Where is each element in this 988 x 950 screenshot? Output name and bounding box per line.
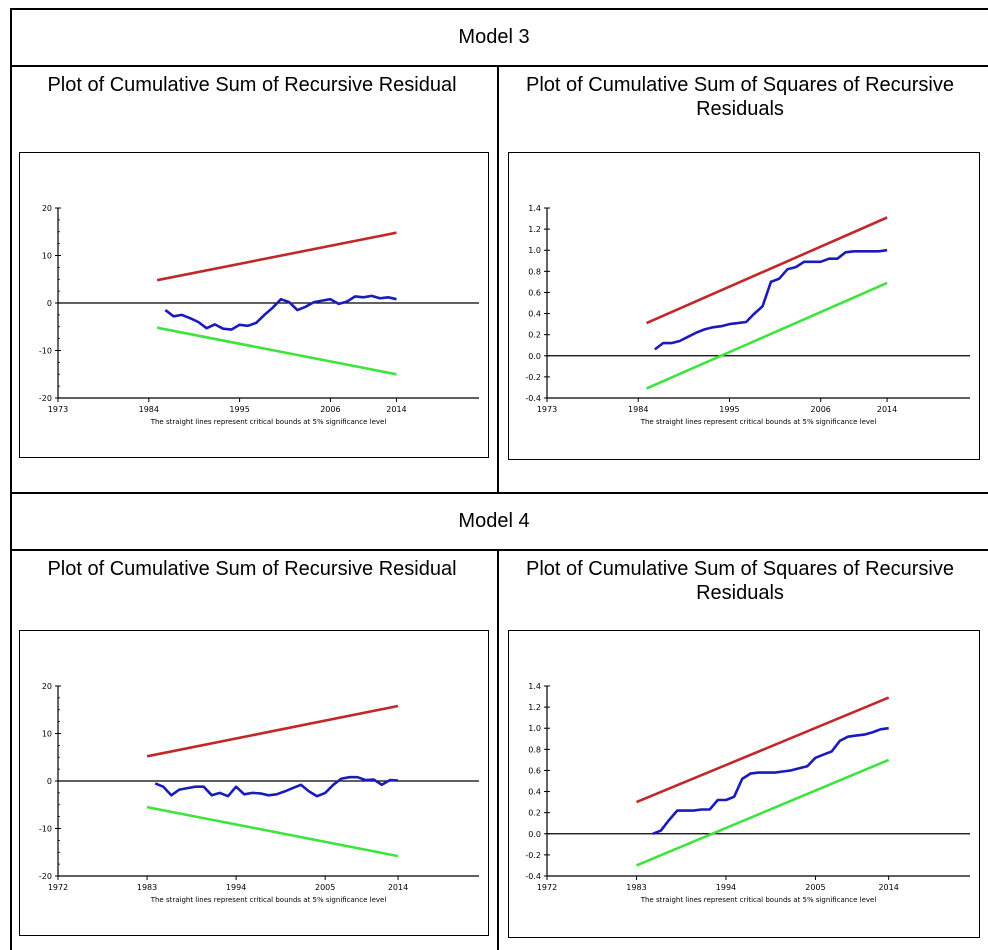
panel-title: Plot of Cumulative Sum of Recursive Resi… bbox=[47, 558, 457, 580]
x-tick-label: 1995 bbox=[719, 405, 739, 414]
y-tick-label: 10 bbox=[42, 730, 52, 739]
panel-title: Plot of Cumulative Sum of Squares of Rec… bbox=[526, 558, 954, 604]
y-tick-label: -0.2 bbox=[525, 851, 541, 860]
x-tick-label: 2014 bbox=[878, 883, 898, 892]
y-tick-label: -10 bbox=[39, 825, 52, 834]
y-tick-label: 0.8 bbox=[528, 745, 541, 754]
x-tick-label: 2014 bbox=[877, 405, 897, 414]
y-tick-label: 0 bbox=[47, 299, 52, 308]
column-divider-top bbox=[497, 65, 499, 492]
chart-svg: 1.4 1.2 1.0 0.8 0.6 0.4 0.2 0.0 -0.2 -0.4 1973 1984… bbox=[525, 204, 970, 426]
x-tick-label: 2014 bbox=[388, 883, 408, 892]
table-border-top bbox=[10, 8, 988, 10]
x-tick-label: 2005 bbox=[315, 883, 335, 892]
model-title: Model 4 bbox=[458, 510, 530, 532]
y-tick-label: 1.0 bbox=[528, 724, 541, 733]
model-title: Model 3 bbox=[458, 26, 530, 48]
panel-title: Plot of Cumulative Sum of Recursive Resi… bbox=[47, 74, 457, 96]
panel-title: Plot of Cumulative Sum of Squares of Rec… bbox=[526, 74, 954, 120]
y-tick-label: 0.4 bbox=[528, 788, 541, 797]
row-divider-1 bbox=[10, 65, 988, 67]
series-line bbox=[645, 216, 888, 325]
y-tick-label: 1.0 bbox=[528, 246, 541, 255]
x-tick-label: 2014 bbox=[386, 405, 406, 414]
y-tick-label: 0.8 bbox=[528, 267, 541, 276]
chart-note: The straight lines represent critical bo… bbox=[640, 418, 877, 426]
y-tick-label: 20 bbox=[42, 682, 52, 691]
column-divider-bottom bbox=[497, 549, 499, 950]
y-tick-label: 0.2 bbox=[528, 331, 541, 340]
chart-svg: 20 10 0 -10 -20 1973 1984 1995 2006 2014 The strai… bbox=[39, 204, 479, 426]
y-tick-label: 0.2 bbox=[528, 809, 541, 818]
x-tick-label: 1995 bbox=[229, 405, 249, 414]
x-tick-label: 1972 bbox=[48, 883, 68, 892]
series-line bbox=[146, 805, 399, 858]
y-tick-label: 0.4 bbox=[528, 310, 541, 319]
y-tick-label: 0.0 bbox=[528, 352, 541, 361]
chart-note: The straight lines represent critical bo… bbox=[150, 418, 387, 426]
y-tick-label: 1.4 bbox=[528, 204, 541, 213]
y-tick-label: -0.4 bbox=[525, 394, 541, 403]
x-tick-label: 1994 bbox=[716, 883, 736, 892]
y-tick-label: 1.2 bbox=[528, 703, 541, 712]
series-line bbox=[652, 726, 889, 836]
x-tick-label: 1984 bbox=[139, 405, 159, 414]
cusumsq-chart: 1.4 1.2 1.0 0.8 0.6 0.4 0.2 0.0 -0.2 -0.4 1972 1983… bbox=[508, 630, 980, 938]
series-line bbox=[164, 294, 397, 331]
series-line bbox=[154, 775, 399, 798]
row-divider-2 bbox=[10, 492, 988, 494]
x-tick-label: 2006 bbox=[320, 405, 340, 414]
x-tick-label: 1984 bbox=[628, 405, 648, 414]
series-line bbox=[645, 281, 888, 390]
row-divider-3 bbox=[10, 549, 988, 551]
y-tick-label: 0.6 bbox=[528, 766, 541, 775]
cusumsq-chart: 1.4 1.2 1.0 0.8 0.6 0.4 0.2 0.0 -0.2 -0.4 1973 1984… bbox=[508, 152, 980, 460]
series-line bbox=[156, 326, 397, 376]
y-tick-label: 0.6 bbox=[528, 288, 541, 297]
cusum-chart: 20 10 0 -10 -20 1972 1983 1994 2005 2014 The strai… bbox=[19, 630, 489, 936]
y-tick-label: -0.4 bbox=[525, 872, 541, 881]
y-tick-label: 20 bbox=[42, 204, 52, 213]
chart-note: The straight lines represent critical bo… bbox=[640, 896, 877, 904]
x-tick-label: 1973 bbox=[537, 405, 557, 414]
y-tick-label: -10 bbox=[39, 347, 52, 356]
y-tick-label: -20 bbox=[39, 394, 52, 403]
x-tick-label: 2006 bbox=[811, 405, 831, 414]
cusum-chart: 20 10 0 -10 -20 1973 1984 1995 2006 2014 The strai… bbox=[19, 152, 489, 458]
y-tick-label: 0 bbox=[47, 777, 52, 786]
x-tick-label: 2005 bbox=[805, 883, 825, 892]
y-tick-label: 1.2 bbox=[528, 225, 541, 234]
x-tick-label: 1994 bbox=[226, 883, 246, 892]
x-tick-label: 1983 bbox=[626, 883, 646, 892]
y-tick-label: 1.4 bbox=[528, 682, 541, 691]
table-border-left bbox=[10, 8, 12, 950]
chart-note: The straight lines represent critical bo… bbox=[150, 896, 387, 904]
y-tick-label: -20 bbox=[39, 872, 52, 881]
series-line bbox=[636, 696, 890, 804]
chart-svg: 1.4 1.2 1.0 0.8 0.6 0.4 0.2 0.0 -0.2 -0.4 1972 1983… bbox=[525, 682, 970, 904]
series-line bbox=[654, 248, 888, 351]
series-line bbox=[156, 231, 397, 282]
x-tick-label: 1973 bbox=[48, 405, 68, 414]
x-tick-label: 1983 bbox=[137, 883, 157, 892]
series-line bbox=[635, 758, 890, 867]
y-tick-label: -0.2 bbox=[525, 373, 541, 382]
y-tick-label: 0.0 bbox=[528, 830, 541, 839]
x-tick-label: 1972 bbox=[537, 883, 557, 892]
y-tick-label: 10 bbox=[42, 252, 52, 261]
series-line bbox=[146, 704, 399, 758]
